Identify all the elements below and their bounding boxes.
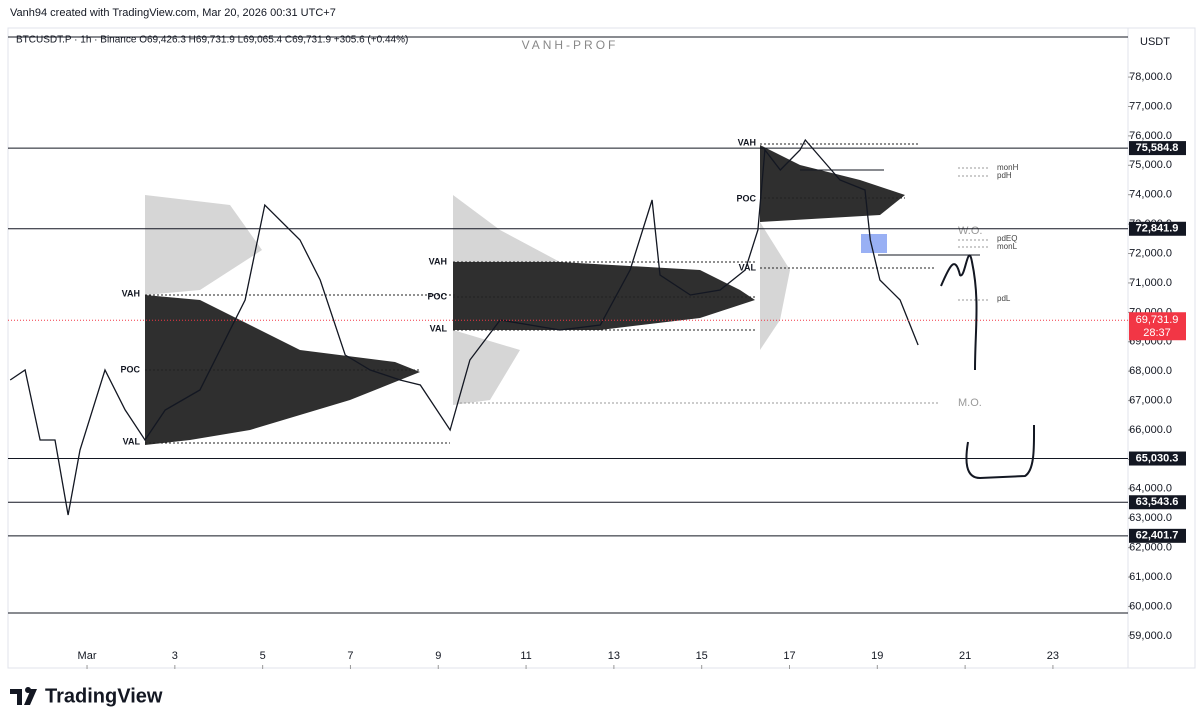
y-tick-label: 60,000.0 (1129, 600, 1172, 612)
level-label: 63,543.6 (1136, 496, 1179, 508)
level-badge (1129, 495, 1186, 510)
x-tick-label: 3 (172, 650, 178, 662)
profile-label: VAL (739, 262, 757, 272)
x-tick-label: 23 (1047, 650, 1059, 662)
annotation: M.O. (958, 397, 982, 409)
profile-label: POC (736, 193, 756, 203)
x-tick-label: 15 (696, 650, 708, 662)
x-tick-label: 21 (959, 650, 971, 662)
y-tick-label: 74,000.0 (1129, 189, 1172, 201)
profile-label: VAH (429, 256, 447, 266)
level-label: 75,584.8 (1136, 142, 1179, 154)
profile-label: VAL (123, 436, 141, 446)
profile-label: POC (427, 291, 447, 301)
profile-label: VAH (738, 137, 756, 147)
x-tick-label: 19 (871, 650, 883, 662)
profile-label: VAH (122, 288, 140, 298)
y-tick-label: 61,000.0 (1129, 571, 1172, 583)
y-tick-label: 75,000.0 (1129, 159, 1172, 171)
footer-brand: TradingView (45, 685, 163, 707)
annotation: pdL (997, 294, 1011, 303)
level-badge (1129, 451, 1186, 466)
watermark: VANH-PROF (522, 38, 619, 52)
y-tick-label: 77,000.0 (1129, 100, 1172, 112)
y-tick-label: 76,000.0 (1129, 130, 1172, 142)
price-line (9, 138, 919, 516)
x-tick-label: 11 (520, 650, 531, 662)
y-tick-label: 64,000.0 (1129, 483, 1172, 495)
annotation: monH (997, 163, 1019, 172)
x-tick-label: Mar (78, 650, 97, 662)
annotation: pdH (997, 171, 1012, 180)
profile-lines (145, 143, 990, 444)
x-tick-label: 13 (608, 650, 620, 662)
credit: Vanh94 created with TradingView.com, Mar… (10, 7, 336, 19)
annotation: pdEQ (997, 234, 1017, 243)
x-tick-label: 17 (783, 650, 795, 662)
level-badge (1129, 528, 1186, 543)
y-tick-label: 67,000.0 (1129, 394, 1172, 406)
currency: USDT (1140, 36, 1170, 48)
y-tick-label: 71,000.0 (1129, 277, 1172, 289)
last-price-label: 69,731.9 (1136, 314, 1179, 326)
y-tick-label: 59,000.0 (1129, 630, 1172, 642)
order-block (861, 234, 887, 253)
chart-frame (7, 27, 1196, 669)
hand-drawn-arrow (940, 254, 978, 371)
level-label: 72,841.9 (1136, 223, 1179, 235)
symbol-info: BTCUSDT.P · 1h · Binance O69,426.3 H69,7… (16, 35, 408, 46)
level-label: 65,030.3 (1136, 452, 1179, 464)
profile-label: VAL (430, 323, 448, 333)
footer-logo (10, 687, 37, 705)
profile-label: POC (120, 364, 140, 374)
x-tick-label: 9 (435, 650, 441, 662)
y-tick-label: 68,000.0 (1129, 365, 1172, 377)
level-badge (1129, 141, 1186, 156)
y-tick-label: 78,000.0 (1129, 71, 1172, 83)
annotation: W.O. (958, 225, 982, 237)
countdown: 28:37 (1143, 327, 1171, 339)
x-tick-label: 7 (347, 650, 353, 662)
last-price-badge (1129, 312, 1186, 341)
y-tick-label: 62,000.0 (1129, 542, 1172, 554)
x-tick-label: 5 (260, 650, 266, 662)
y-tick-label: 66,000.0 (1129, 424, 1172, 436)
level-label: 62,401.7 (1136, 530, 1179, 542)
y-tick-label: 72,000.0 (1129, 247, 1172, 259)
level-badge (1129, 221, 1186, 236)
y-tick-label: 63,000.0 (1129, 512, 1172, 524)
annotation: monL (997, 242, 1018, 251)
